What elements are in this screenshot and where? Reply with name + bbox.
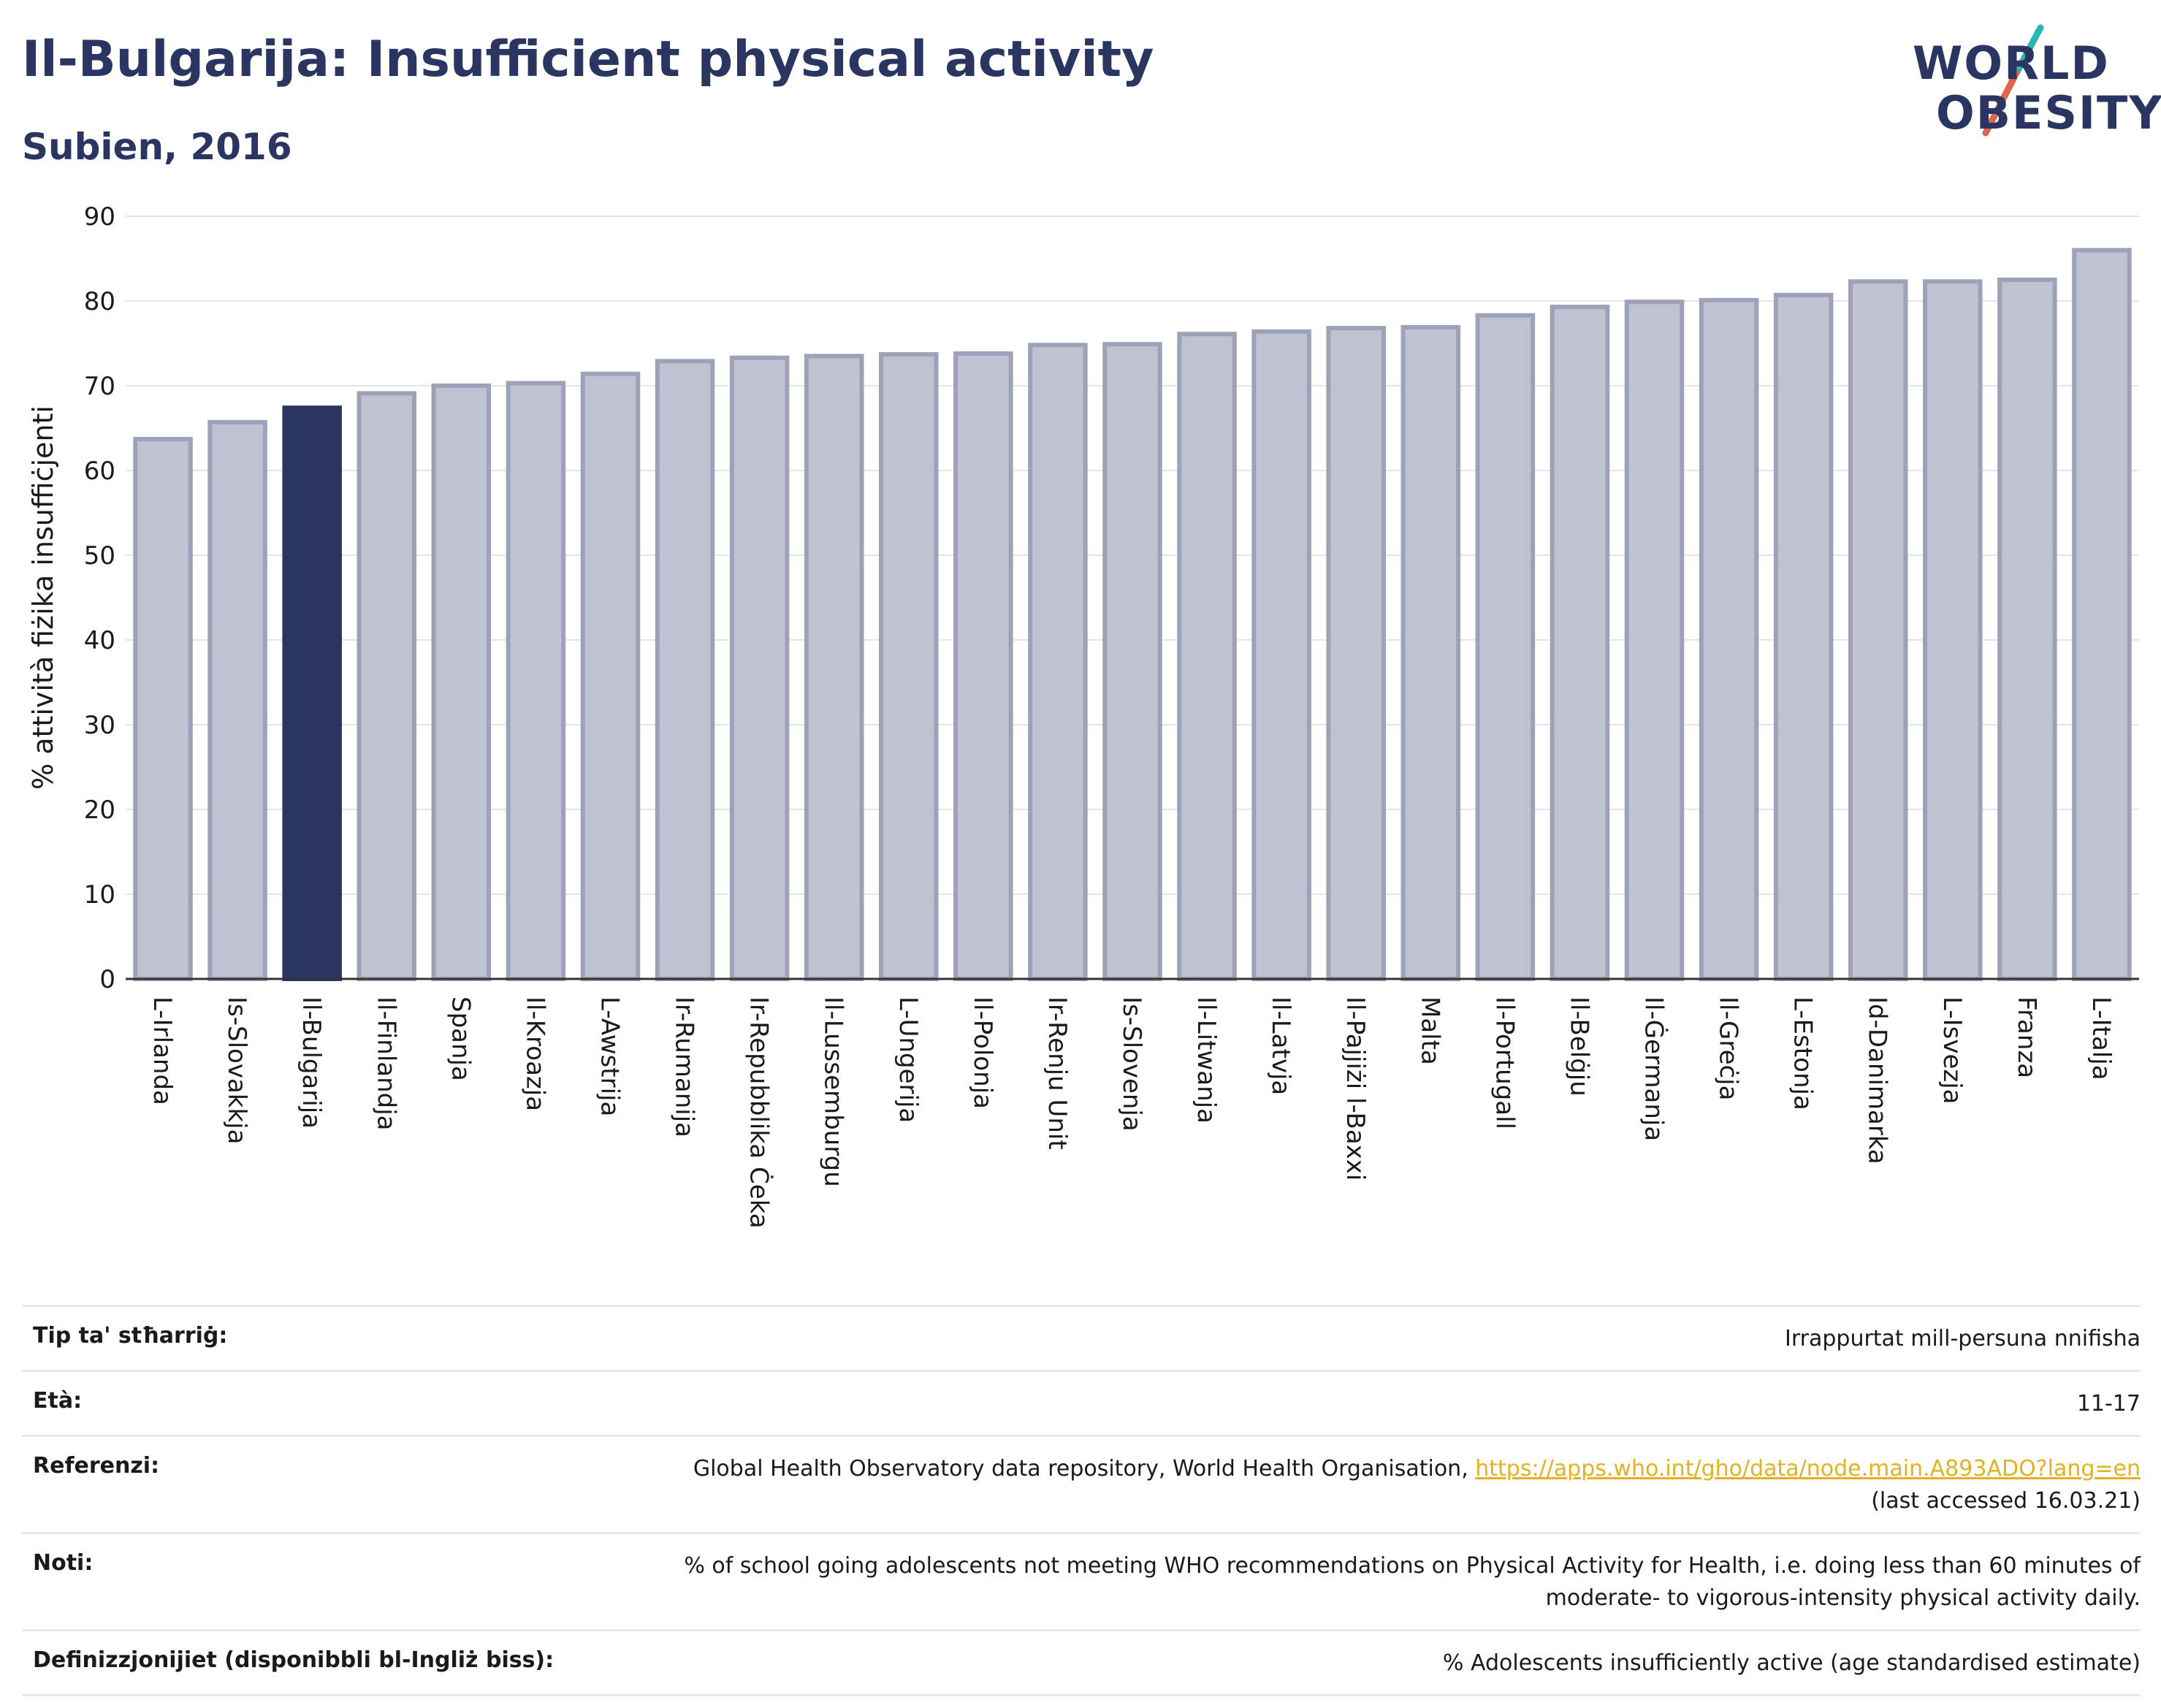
bar [1177,332,1237,982]
bar [1773,292,1834,981]
bar [1848,279,1908,981]
x-tick-label: Il-Finlandja [371,996,400,1131]
meta-value: % Adolescents insufficiently active (age… [1442,1650,2141,1676]
x-tick-label: Il-Portugall [1490,996,1519,1129]
y-tick-label: 80 [84,287,115,316]
bar [431,384,492,981]
bar [804,354,864,981]
bar [953,351,1013,982]
y-axis-label: % attività fiżika insuffiċjenti [27,405,59,790]
meta-value: Irrappurtat mill-persuna nnifisha [1784,1326,2141,1351]
meta-row-survey-type: Tip ta' stħarriġ: Irrappurtat mill-persu… [22,1305,2141,1370]
bar [357,391,417,981]
logo-text-world: WORLD [1913,37,2110,90]
bar [1028,343,1088,981]
bar-chart: 0 10 20 30 40 50 60 70 80 90 % attività fiżika ins… [27,202,2139,1229]
x-tick-label: L-Awstrija [595,996,624,1116]
y-tick-label: 20 [84,796,115,825]
meta-row-definitions: Definizzjonijiet (disponibbli bl-Ingliż … [22,1629,2141,1696]
bar [1624,300,1685,982]
x-tick-label: L-Irlanda [148,996,177,1105]
meta-key: Tip ta' stħarriġ: [33,1323,228,1349]
x-tick-label: Il-Kroazja [520,996,549,1111]
bar [1550,305,1610,981]
bar [580,371,641,981]
bar [1400,324,1461,981]
bar [1997,278,2057,981]
meta-value: Global Health Observatory data repositor… [693,1453,2141,1517]
bar [1326,326,1386,981]
x-tick-label: Il-Bulgarija [297,996,326,1129]
meta-key: Noti: [33,1550,94,1576]
bar [506,381,566,981]
logo-slash-icon [1982,24,2044,137]
bar [1923,279,1983,981]
metadata-table: Tip ta' stħarriġ: Irrappurtat mill-persu… [22,1305,2141,1696]
x-tick-label: Is-Slovakkja [222,996,251,1144]
logo-text-obesity: OBESITY [1936,86,2161,140]
x-tick-label: Malta [1415,996,1444,1065]
x-tick-label: Il-Greċja [1714,996,1743,1100]
meta-key: Definizzjonijiet (disponibbli bl-Ingliż … [33,1647,554,1673]
y-tick-label: 50 [84,541,115,571]
x-tick-label: L-Estonja [1788,996,1818,1110]
y-tick-label: 0 [99,965,115,994]
bar [133,437,193,981]
x-tick-label: Il-Latvja [1266,996,1295,1095]
x-tick-label: L-Italja [2086,996,2116,1080]
x-tick-label: L-Ungerija [893,996,923,1123]
meta-row-age: Età: 11-17 [22,1370,2141,1435]
x-tick-label: Il-Litwanja [1192,996,1221,1124]
meta-value: 11-17 [2076,1391,2141,1417]
meta-row-notes: Noti: % of school going adolescents not … [22,1532,2141,1629]
bar [1251,329,1311,981]
y-tick-label: 90 [84,202,115,232]
bar [207,419,267,981]
bar [1102,342,1162,982]
reference-text: Global Health Observatory data repositor… [693,1456,1476,1482]
x-tick-label: L-Isvezja [1937,996,1967,1105]
bar [655,359,715,982]
bar [1699,297,1759,981]
meta-key: Referenzi: [33,1453,160,1479]
x-tick-label: Il-Polonja [968,996,997,1109]
y-tick-label: 10 [84,880,115,910]
y-tick-label: 30 [84,711,115,740]
chart-title: Il-Bulgarija: Insufficient physical acti… [22,31,1154,88]
bar [1475,313,1536,982]
x-tick-label: Spanja [446,996,475,1081]
bar [879,352,939,981]
x-tick-label: Ir-Repubblika Ċeka [744,996,774,1229]
world-obesity-logo[interactable]: WORLD OBESITY [1907,22,2161,153]
x-tick-label: Is-Slovenja [1117,996,1146,1132]
x-tick-label: Ir-Renju Unit [1043,996,1072,1150]
bar [729,355,790,982]
x-tick-label: Il-Ġermanja [1639,996,1669,1141]
bar [282,405,342,982]
meta-key: Età: [33,1388,83,1414]
chart-subtitle: Subien, 2016 [22,126,292,168]
reference-accessed: (last accessed 16.03.21) [1871,1488,2141,1514]
reference-link[interactable]: https://apps.who.int/gho/data/node.main.… [1475,1456,2141,1482]
x-tick-label: Il-Belġju [1564,996,1593,1097]
meta-row-references: Referenzi: Global Health Observatory dat… [22,1435,2141,1532]
y-tick-label: 40 [84,626,115,655]
meta-value: % of school going adolescents not meetin… [684,1553,2141,1611]
y-tick-label: 70 [84,372,115,401]
x-tick-label: Id-Danimarka [1863,996,1892,1164]
x-tick-label: Il-Lussemburgu [819,996,848,1187]
bar [2072,248,2132,981]
x-tick-label: Il-Pajjiżi l-Baxxi [1341,996,1370,1181]
x-tick-label: Franza [2012,996,2041,1078]
y-tick-label: 60 [84,457,115,486]
x-tick-label: Ir-Rumanija [670,996,699,1137]
